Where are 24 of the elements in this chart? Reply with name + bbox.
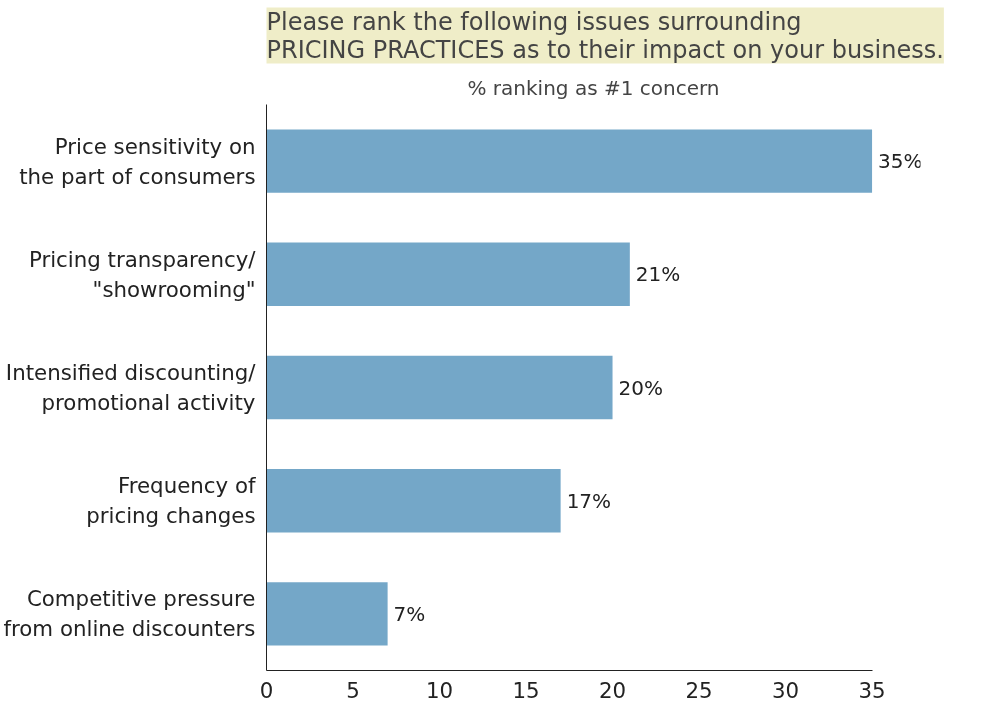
data-label: 7% — [393, 601, 426, 626]
x-tick-label: 0 — [259, 677, 274, 703]
bar — [266, 582, 388, 646]
y-tick-label: Pricing transparency/ "showrooming" — [28, 246, 257, 302]
chart-title: Please rank the following issues surrounding PRICING PRACTICES as to their impact on your business. — [266, 7, 944, 64]
x-tick-label: 5 — [346, 677, 360, 703]
y-tick-label: Intensified discounting/ promotional activity — [5, 360, 257, 415]
bar — [266, 355, 613, 420]
data-label: 21% — [635, 262, 681, 287]
y-tick-label: Price sensitivity on the part of consumers — [19, 133, 256, 189]
x-tick-label: 30 — [771, 677, 800, 703]
chart-subtitle: % ranking as #1 concern — [467, 75, 720, 100]
x-tick-label: 35 — [858, 677, 886, 703]
bar — [266, 129, 873, 193]
x-tick-label: 20 — [598, 677, 627, 703]
y-tick-label: Frequency of pricing changes — [86, 473, 256, 529]
x-tick-label: 10 — [425, 677, 454, 703]
data-label: 20% — [618, 375, 663, 400]
x-tick-label: 15 — [512, 677, 540, 703]
bar — [266, 242, 630, 306]
y-tick-label: Competitive pressure from online discounters — [3, 586, 256, 642]
x-tick-label: 25 — [685, 677, 713, 703]
bar — [266, 469, 561, 533]
data-label: 17% — [566, 488, 612, 513]
